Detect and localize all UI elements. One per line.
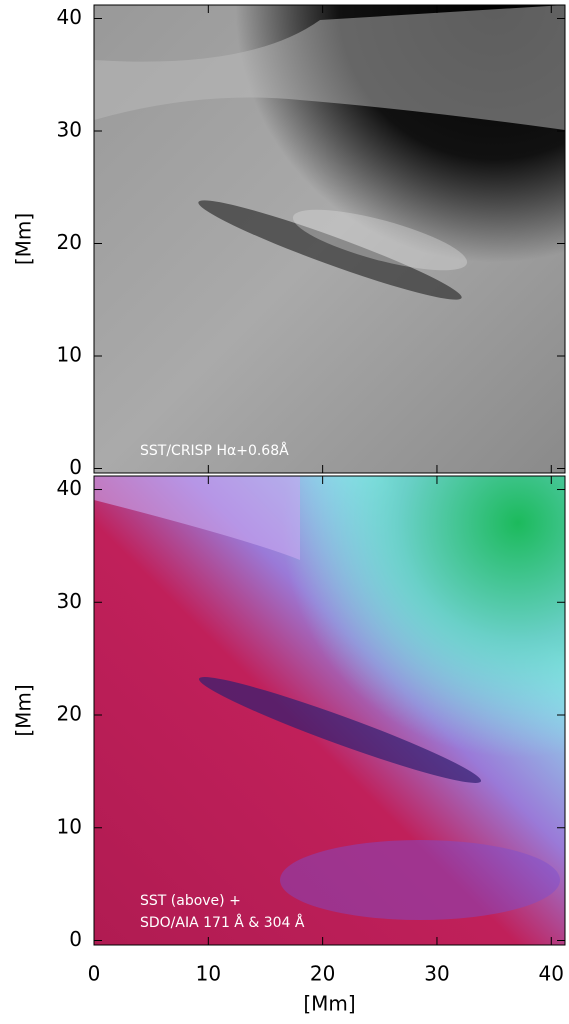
x-axis-label: [Mm]	[303, 992, 355, 1016]
image-panel-bottom	[94, 476, 565, 945]
y-tick-label: 0	[69, 927, 82, 951]
image-panel-top	[94, 5, 565, 473]
y-tick-label: 40	[57, 5, 82, 29]
y-axis-label: [Mm]	[12, 213, 36, 265]
annotation: SST/CRISP Hα+0.68Å	[140, 442, 289, 459]
panel-frame	[93, 475, 566, 946]
x-tick-label: 0	[88, 962, 101, 986]
y-tick-label: 0	[69, 455, 82, 479]
y-axis-label: [Mm]	[12, 684, 36, 736]
y-tick-label: 30	[57, 589, 82, 613]
y-tick-label: 10	[57, 814, 82, 838]
panel-frame	[93, 4, 566, 474]
y-tick-label: 10	[57, 343, 82, 367]
y-tick-label: 40	[57, 476, 82, 500]
annotation: SST (above) +	[140, 893, 241, 909]
y-tick-label: 20	[57, 230, 82, 254]
x-tick-label: 20	[310, 962, 335, 986]
x-tick-label: 10	[196, 962, 221, 986]
x-tick-label: 40	[539, 962, 564, 986]
x-tick-label: 30	[424, 962, 449, 986]
annotation: SDO/AIA 171 Å & 304 Å	[140, 914, 305, 931]
y-tick-label: 20	[57, 702, 82, 726]
y-tick-label: 30	[57, 118, 82, 142]
